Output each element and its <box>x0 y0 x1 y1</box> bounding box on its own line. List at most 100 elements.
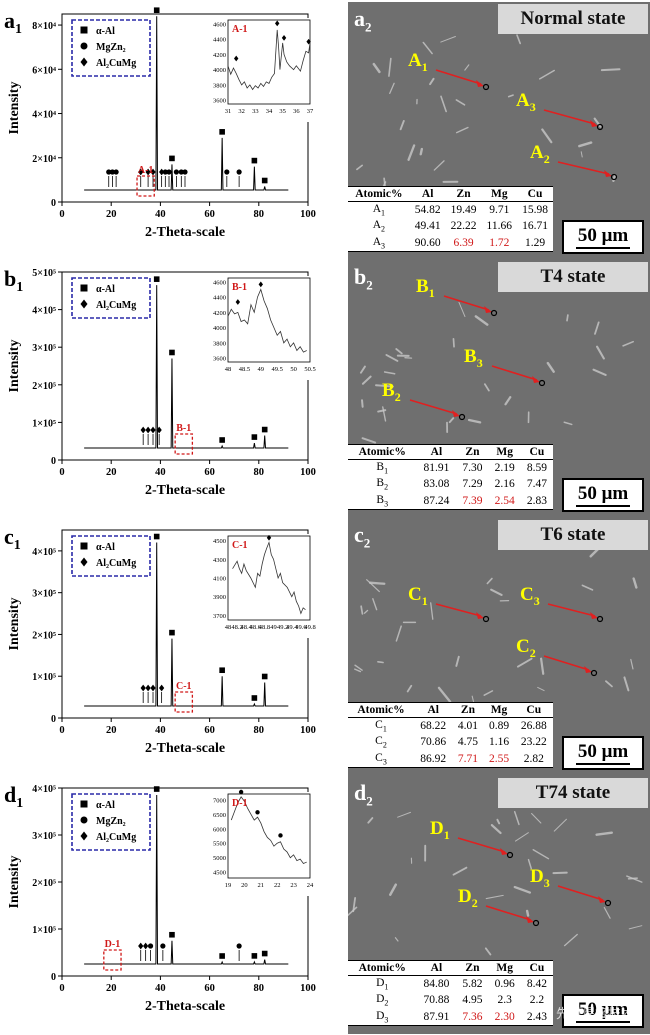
table-cell: 87.91 <box>416 1009 456 1026</box>
inset-y-tick-label: 4300 <box>213 557 226 564</box>
state-title: T6 state <box>498 520 648 550</box>
inset-y-tick-label: 5000 <box>213 855 226 862</box>
table-cell: 81.91 <box>416 460 456 477</box>
y-tick-label: 2×10⁵ <box>32 381 56 392</box>
point-label-main: A <box>530 142 544 163</box>
table-cell: 49.41 <box>410 218 446 234</box>
minor-marker-circle <box>166 169 171 174</box>
sem-particle <box>434 161 444 170</box>
table-cell: 2.43 <box>521 1009 553 1026</box>
point-label-sub: 2 <box>472 896 478 910</box>
inset-label: C-1 <box>232 540 248 551</box>
sem-particle <box>595 322 599 333</box>
y-tick-label: 0 <box>51 198 56 209</box>
sem-particle <box>541 659 543 674</box>
pointer-arrow <box>410 400 457 414</box>
sem-particle <box>548 363 554 372</box>
y-axis-label: Intensity <box>7 856 22 909</box>
table-cell: 2.2 <box>521 992 553 1008</box>
peak-marker-square <box>154 786 160 792</box>
minor-marker-diamond <box>159 685 164 692</box>
sem-particle <box>533 850 548 859</box>
x-tick-label: 0 <box>59 467 64 478</box>
sem-particle <box>348 907 356 915</box>
table-cell: 1.72 <box>482 235 517 252</box>
table-row-label: C2 <box>348 734 414 750</box>
x-tick-label: 60 <box>204 983 215 994</box>
x-axis-label: 2-Theta-scale <box>145 999 225 1014</box>
zoom-region-box <box>104 950 121 970</box>
minor-marker-diamond <box>146 685 151 692</box>
x-axis-label: 2-Theta-scale <box>145 741 225 756</box>
table-row-label-sub: 2 <box>383 741 387 750</box>
y-tick-label: 2×10⁴ <box>32 154 56 165</box>
table-row-label-main: B <box>376 461 384 473</box>
inset-marker-circle <box>278 833 282 837</box>
zoom-region-label: D-1 <box>105 939 121 950</box>
point-label: C2 <box>516 636 536 661</box>
table-cell: 19.49 <box>446 202 482 219</box>
table-cell: 15.98 <box>517 202 553 219</box>
minor-marker-circle <box>148 943 153 948</box>
table-header-cell: Atomic% <box>348 445 416 460</box>
peak-marker-square <box>169 350 175 356</box>
minor-marker-diamond <box>141 685 146 692</box>
sem-particle <box>624 677 628 690</box>
table-cell: 2.82 <box>515 751 553 768</box>
sem-particle <box>385 372 395 374</box>
zoom-region-label: C-1 <box>176 681 192 692</box>
sem-particle <box>515 812 519 825</box>
peak-marker-square <box>154 7 160 13</box>
minor-marker-circle <box>182 169 187 174</box>
table-header-cell: Zn <box>452 703 483 718</box>
table-header-cell: Cu <box>521 445 553 460</box>
minor-marker-circle <box>174 169 179 174</box>
legend-label: α-Al <box>96 542 115 553</box>
legend-label: Al₂CuMg <box>96 300 136 311</box>
y-axis-label: Intensity <box>7 598 22 651</box>
table-cell: 83.08 <box>416 476 456 492</box>
peak-marker-square <box>262 951 268 957</box>
point-label-sub: 2 <box>544 152 550 166</box>
sem-panel-label-main: c <box>354 522 364 547</box>
sem-particle <box>430 79 433 84</box>
sem-particle <box>602 69 620 70</box>
point-label: D1 <box>430 818 450 843</box>
sem-particle <box>441 96 446 111</box>
panel-label: c1 <box>4 524 21 553</box>
sem-particle <box>565 934 578 945</box>
sem-particle <box>487 579 492 584</box>
y-tick-label: 5×10⁵ <box>32 268 56 279</box>
x-tick-label: 20 <box>106 467 117 478</box>
table-row-label: A2 <box>348 218 410 234</box>
point-marker <box>484 85 489 90</box>
panel-label: a1 <box>4 8 22 37</box>
point-label-main: C <box>408 584 422 605</box>
sem-panel-label-sub: 2 <box>366 793 373 808</box>
sem-particle <box>361 606 362 614</box>
minor-marker-diamond <box>141 427 146 434</box>
pointer-arrow <box>444 296 489 310</box>
sem-particle <box>497 820 499 824</box>
peak-marker-square <box>169 156 175 162</box>
inset-x-tick-label: 24 <box>307 882 314 889</box>
zoom-region-box <box>175 692 192 712</box>
y-tick-label: 3×10⁵ <box>32 343 56 354</box>
table-header-cell: Cu <box>515 703 553 718</box>
table-cell: 68.22 <box>414 718 452 735</box>
sem-particle <box>357 165 362 169</box>
sem-particle <box>491 590 501 595</box>
pointer-arrowhead <box>476 80 484 87</box>
sem-particle <box>408 686 412 692</box>
table-cell: 54.82 <box>410 202 446 219</box>
inset-x-tick-label: 49 <box>270 624 277 631</box>
